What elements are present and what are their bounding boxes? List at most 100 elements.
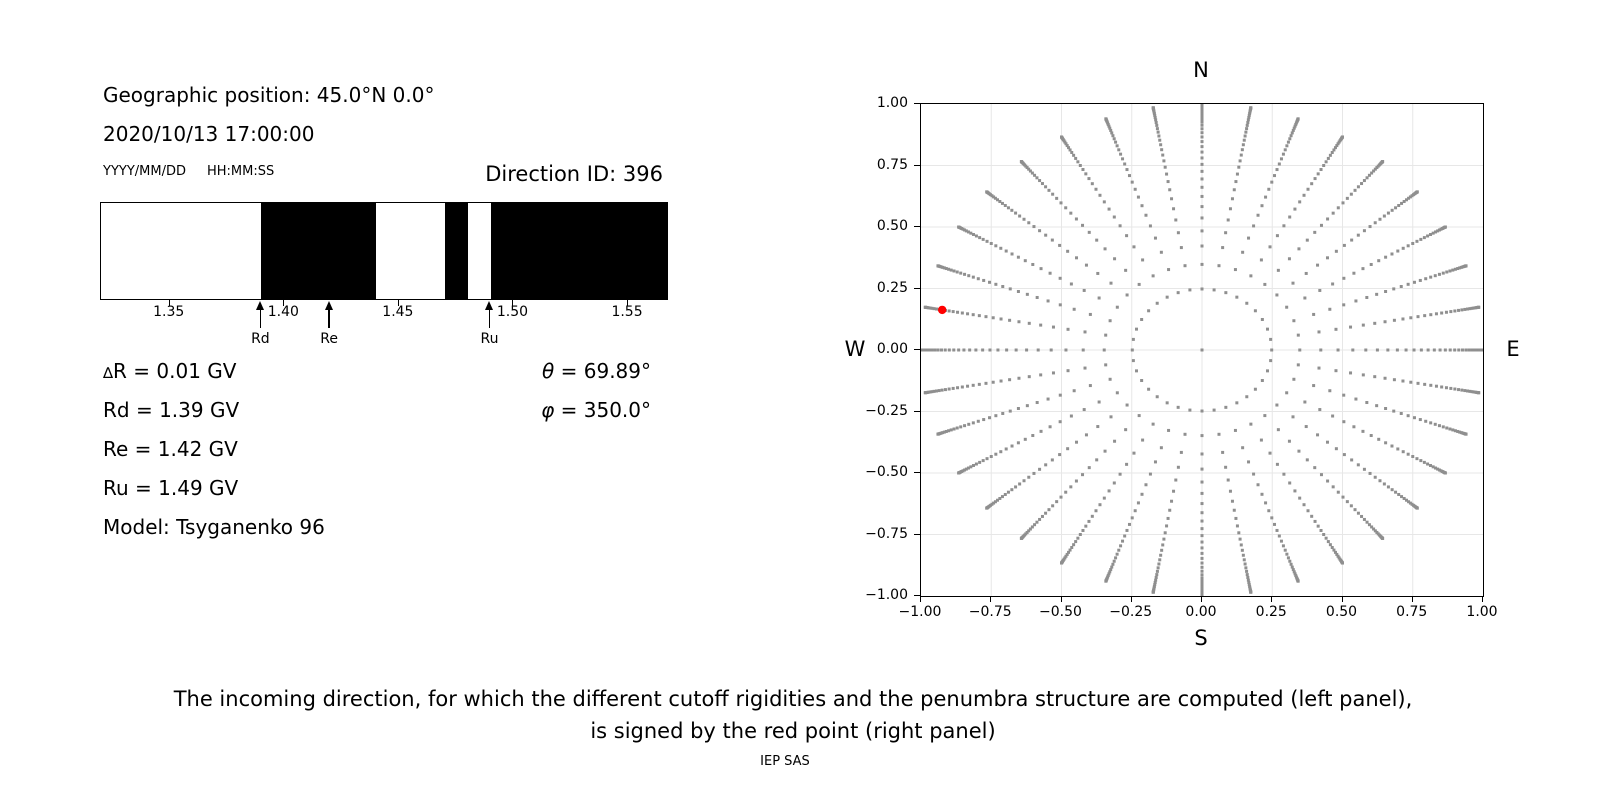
cutoff-arrow-head bbox=[485, 301, 494, 310]
direction-dot bbox=[1473, 390, 1477, 394]
direction-dot bbox=[1200, 576, 1204, 580]
direction-dot bbox=[1112, 559, 1116, 563]
direction-dot bbox=[1406, 244, 1410, 248]
direction-dot bbox=[1441, 271, 1445, 275]
direction-dot bbox=[1303, 296, 1307, 300]
direction-dot bbox=[1289, 562, 1293, 566]
direction-dot bbox=[1244, 130, 1248, 134]
direction-x-tick-label: −1.00 bbox=[898, 604, 942, 620]
direction-dot bbox=[1200, 229, 1204, 233]
direction-dot bbox=[1432, 348, 1436, 352]
direction-dot bbox=[1356, 185, 1360, 189]
direction-dot bbox=[1106, 122, 1110, 126]
direction-dot bbox=[1027, 375, 1031, 379]
direction-dot bbox=[951, 310, 955, 314]
direction-dot bbox=[971, 313, 975, 317]
direction-dot bbox=[1253, 309, 1257, 313]
direction-dot bbox=[1365, 401, 1369, 405]
phi-value: φ = 350.0° bbox=[541, 398, 651, 422]
direction-dot bbox=[1433, 422, 1437, 426]
direction-dot bbox=[1429, 313, 1433, 317]
direction-dot bbox=[933, 348, 937, 352]
direction-dot bbox=[1316, 433, 1320, 437]
delta-r-value: ∆R = 0.01 GV bbox=[103, 359, 237, 383]
direction-dot bbox=[1237, 165, 1241, 169]
direction-dot bbox=[1102, 200, 1106, 204]
penumbra-x-tick bbox=[283, 300, 285, 306]
direction-dot bbox=[1412, 280, 1416, 284]
direction-dot bbox=[1003, 204, 1007, 208]
penumbra-x-tick-label: 1.40 bbox=[267, 304, 299, 320]
cutoff-arrow-head bbox=[255, 301, 264, 310]
direction-dot bbox=[930, 306, 934, 310]
direction-dot bbox=[1353, 508, 1357, 512]
direction-dot bbox=[1318, 408, 1322, 412]
direction-dot bbox=[1112, 215, 1116, 219]
direction-dot bbox=[1076, 536, 1080, 540]
direction-dot bbox=[1412, 416, 1416, 420]
direction-dot bbox=[994, 414, 998, 418]
direction-dot bbox=[1356, 463, 1360, 467]
direction-dot bbox=[1316, 524, 1320, 528]
direction-dot bbox=[1233, 268, 1237, 272]
direction-dot bbox=[974, 234, 978, 238]
direction-dot bbox=[1096, 425, 1100, 429]
direction-dot bbox=[1200, 409, 1204, 413]
direction-x-tick-label: 0.25 bbox=[1255, 604, 1287, 620]
direction-dot bbox=[1200, 117, 1204, 121]
direction-dot bbox=[1072, 389, 1076, 393]
direction-dot bbox=[1382, 482, 1386, 486]
direction-dot bbox=[1058, 303, 1062, 307]
direction-dot bbox=[1095, 238, 1099, 242]
direction-dot bbox=[1200, 205, 1204, 209]
direction-dot bbox=[1168, 508, 1172, 512]
direction-dot bbox=[1035, 295, 1039, 299]
direction-dot bbox=[1115, 391, 1119, 395]
direction-dot bbox=[1395, 348, 1399, 352]
direction-dot bbox=[1368, 225, 1372, 229]
direction-dot bbox=[1228, 489, 1232, 493]
direction-dot bbox=[1004, 249, 1008, 253]
direction-dot bbox=[1409, 316, 1413, 320]
direction-dot bbox=[1118, 224, 1122, 228]
direction-dot bbox=[955, 426, 959, 430]
direction-dot bbox=[1350, 458, 1354, 462]
direction-dot bbox=[1147, 309, 1151, 313]
direction-dot bbox=[1253, 387, 1257, 391]
direction-dot bbox=[1423, 314, 1427, 318]
direction-dot bbox=[963, 272, 967, 276]
direction-dot bbox=[1456, 267, 1460, 271]
direction-dot bbox=[1402, 496, 1406, 500]
direction-dot bbox=[1247, 236, 1251, 240]
direction-dot bbox=[1063, 556, 1067, 560]
direction-dot bbox=[1040, 514, 1044, 518]
direction-dot bbox=[1200, 452, 1204, 456]
direction-dot bbox=[1233, 428, 1237, 432]
direction-dot bbox=[1365, 176, 1369, 180]
cutoff-arrow-label: Re bbox=[320, 331, 338, 347]
penumbra-x-tick bbox=[168, 300, 170, 306]
direction-dot bbox=[1426, 348, 1430, 352]
credit-label: IEP SAS bbox=[760, 754, 810, 769]
direction-dot bbox=[1275, 293, 1279, 297]
direction-dot bbox=[1293, 124, 1297, 128]
direction-dot bbox=[1025, 166, 1029, 170]
direction-dot bbox=[989, 455, 993, 459]
direction-dot bbox=[1200, 491, 1204, 495]
direction-dot bbox=[1200, 588, 1204, 592]
direction-dot bbox=[1390, 252, 1394, 256]
direction-dot bbox=[1313, 519, 1317, 523]
direction-dot bbox=[1108, 570, 1112, 574]
direction-dot bbox=[1325, 440, 1329, 444]
direction-dot bbox=[1039, 267, 1043, 271]
direction-dot bbox=[1260, 317, 1264, 321]
direction-dot bbox=[1063, 140, 1067, 144]
direction-dot bbox=[976, 419, 980, 423]
ru-value: Ru = 1.49 GV bbox=[103, 476, 239, 500]
direction-dot bbox=[1051, 504, 1055, 508]
direction-dot bbox=[928, 306, 932, 310]
direction-dot bbox=[978, 460, 982, 464]
direction-dot bbox=[1312, 312, 1316, 316]
direction-dot bbox=[1016, 290, 1020, 293]
direction-dot bbox=[1200, 135, 1204, 139]
